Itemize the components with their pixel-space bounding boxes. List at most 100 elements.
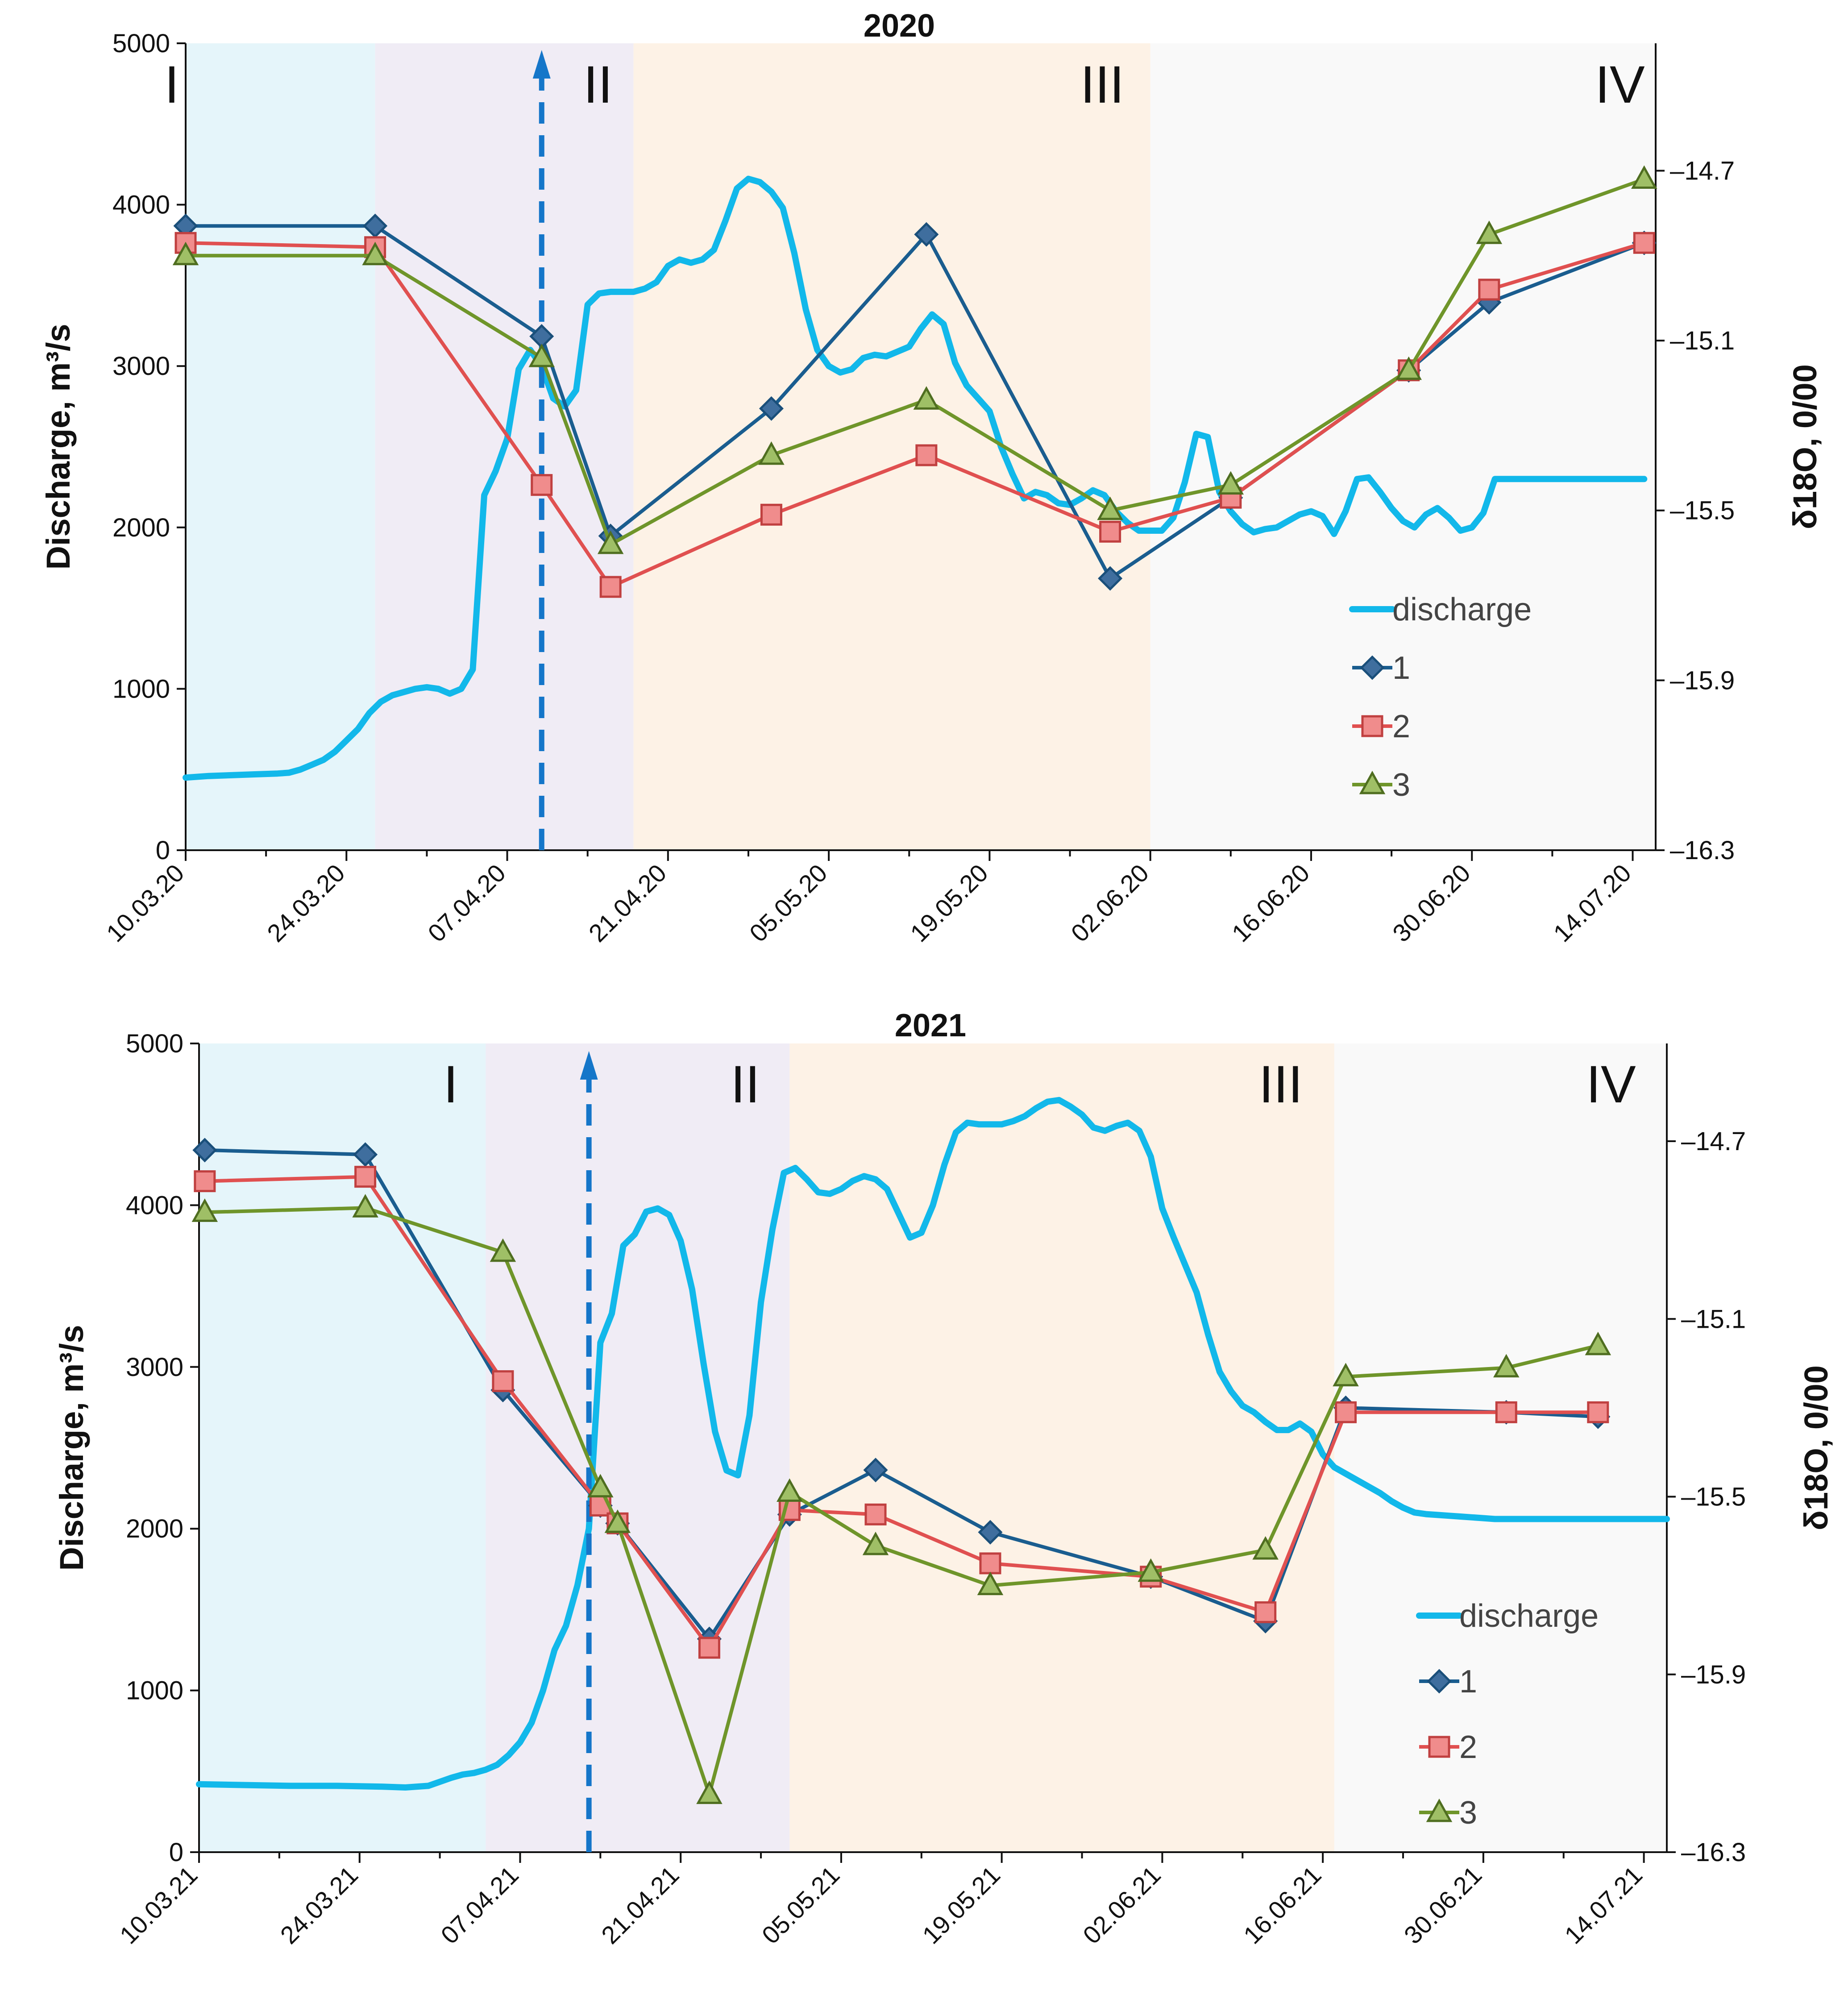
series-3-point xyxy=(362,241,388,266)
y-tick-label: 3000 xyxy=(112,352,170,381)
series-3-point xyxy=(490,1238,516,1262)
y-tick-label: 5000 xyxy=(126,1029,183,1058)
x-tick-label: 05.05.20 xyxy=(744,859,833,948)
series-3-point xyxy=(777,1478,803,1502)
series-1-point xyxy=(759,396,784,421)
chart-title: 2021 xyxy=(895,1008,966,1043)
x-tick-label: 21.04.21 xyxy=(596,1861,685,1949)
series-2-point xyxy=(1099,520,1121,543)
series-3-point xyxy=(1395,356,1422,380)
phase-label-III: III xyxy=(1080,55,1124,114)
snowmelt-arrow-head xyxy=(532,50,551,79)
phase-band-III xyxy=(789,1043,1334,1852)
x-tick-label: 02.06.20 xyxy=(1065,859,1154,948)
series-2-point xyxy=(599,576,622,598)
x-tick-label: 14.07.21 xyxy=(1559,1861,1648,1949)
legend-3-marker xyxy=(1359,770,1386,794)
series-3-point xyxy=(1333,1363,1359,1387)
y2-tick-label: –16.3 xyxy=(1670,836,1735,865)
legend-label-1: 1 xyxy=(1392,650,1410,686)
x-tick-label: 21.04.20 xyxy=(583,859,672,948)
phase-label-IV: IV xyxy=(1586,1055,1636,1114)
y2-tick-label: –15.9 xyxy=(1670,666,1735,695)
series-1-point xyxy=(978,1520,1003,1545)
legend-label-3: 3 xyxy=(1392,767,1410,803)
series-3-point xyxy=(172,241,199,266)
x-tick-label: 16.06.20 xyxy=(1226,859,1315,948)
legend-label-discharge: discharge xyxy=(1392,592,1532,628)
series-3-point xyxy=(1138,1558,1164,1582)
series-1-point xyxy=(192,1138,217,1163)
series-2-point xyxy=(1478,278,1500,301)
legend-label-3: 3 xyxy=(1459,1795,1477,1831)
series-3-point xyxy=(1493,1354,1520,1378)
x-tick-label: 24.03.20 xyxy=(262,859,350,948)
x-tick-label: 30.06.21 xyxy=(1399,1861,1487,1949)
series-2-point xyxy=(492,1370,514,1392)
chart-title: 2020 xyxy=(864,8,935,44)
series-2-point xyxy=(915,444,938,466)
y-tick-label: 4000 xyxy=(126,1191,183,1220)
legend-1-marker xyxy=(1427,1669,1452,1694)
series-2-point xyxy=(1633,232,1655,254)
series-3-point xyxy=(913,386,940,410)
phase-band-IV xyxy=(1334,1043,1667,1852)
y-tick-label: 0 xyxy=(156,836,170,865)
series-3-point xyxy=(1585,1331,1611,1355)
series-3-point xyxy=(528,344,555,367)
x-tick-label: 10.03.20 xyxy=(101,859,190,948)
series-3-line xyxy=(204,1206,1599,1796)
x-tick-label: 07.04.21 xyxy=(435,1861,524,1949)
x-tick-label: 05.05.21 xyxy=(756,1861,845,1949)
x-tick-label: 07.04.20 xyxy=(422,859,511,948)
x-tick-label: 10.03.21 xyxy=(114,1861,203,1949)
y2-axis-title: δ18O, 0/00 xyxy=(1798,1365,1835,1530)
series-3-point xyxy=(191,1198,218,1222)
y2-tick-label: –15.1 xyxy=(1670,326,1735,355)
y2-tick-label: –14.7 xyxy=(1681,1127,1746,1156)
y-axis-title: Discharge, m³/s xyxy=(40,324,77,569)
phase-label-III: III xyxy=(1259,1055,1303,1114)
series-2-point xyxy=(1335,1401,1357,1423)
x-tick-label: 24.03.21 xyxy=(275,1861,364,1949)
x-tick-label: 19.05.20 xyxy=(905,859,993,948)
x-tick-label: 14.07.20 xyxy=(1548,859,1636,948)
series-3-point xyxy=(1252,1536,1279,1560)
y2-axis-title: δ18O, 0/00 xyxy=(1786,364,1823,529)
series-3-point xyxy=(1631,165,1657,189)
series-2-point xyxy=(531,474,553,496)
phase-label-I: I xyxy=(444,1055,458,1114)
legend-1-marker xyxy=(1360,655,1385,680)
series-2-point xyxy=(354,1166,377,1188)
y-tick-label: 0 xyxy=(169,1838,183,1867)
phase-band-IV xyxy=(1150,43,1656,850)
y-tick-label: 2000 xyxy=(126,1514,183,1543)
phase-band-III xyxy=(633,43,1150,850)
series-2-point xyxy=(979,1552,1001,1575)
x-tick-label: 16.06.21 xyxy=(1238,1861,1327,1949)
phase-label-II: II xyxy=(731,1055,760,1114)
y2-tick-label: –15.9 xyxy=(1681,1660,1746,1689)
legend-label-discharge: discharge xyxy=(1459,1598,1599,1634)
series-2-point xyxy=(698,1637,720,1659)
series-3-point xyxy=(758,441,785,465)
y2-tick-label: –14.7 xyxy=(1670,156,1735,185)
series-3-point xyxy=(587,1474,614,1498)
legend-label-2: 2 xyxy=(1392,709,1410,744)
legend-label-1: 1 xyxy=(1459,1664,1477,1700)
series-3-point xyxy=(862,1531,889,1555)
y2-tick-label: –15.1 xyxy=(1681,1305,1746,1334)
legend-3-marker xyxy=(1426,1798,1453,1822)
series-2-point xyxy=(760,503,782,526)
series-1-point xyxy=(863,1458,888,1483)
y-tick-label: 1000 xyxy=(126,1676,183,1705)
series-2-point xyxy=(864,1503,887,1525)
series-1-point xyxy=(1098,566,1123,591)
x-tick-label: 19.05.21 xyxy=(917,1861,1005,1949)
y2-tick-label: –16.3 xyxy=(1681,1838,1746,1867)
series-3-point xyxy=(597,530,624,554)
phase-label-I: I xyxy=(165,55,179,114)
legend-2-marker xyxy=(1361,715,1383,737)
y2-tick-label: –15.5 xyxy=(1670,496,1735,525)
series-3-point xyxy=(1217,471,1244,495)
